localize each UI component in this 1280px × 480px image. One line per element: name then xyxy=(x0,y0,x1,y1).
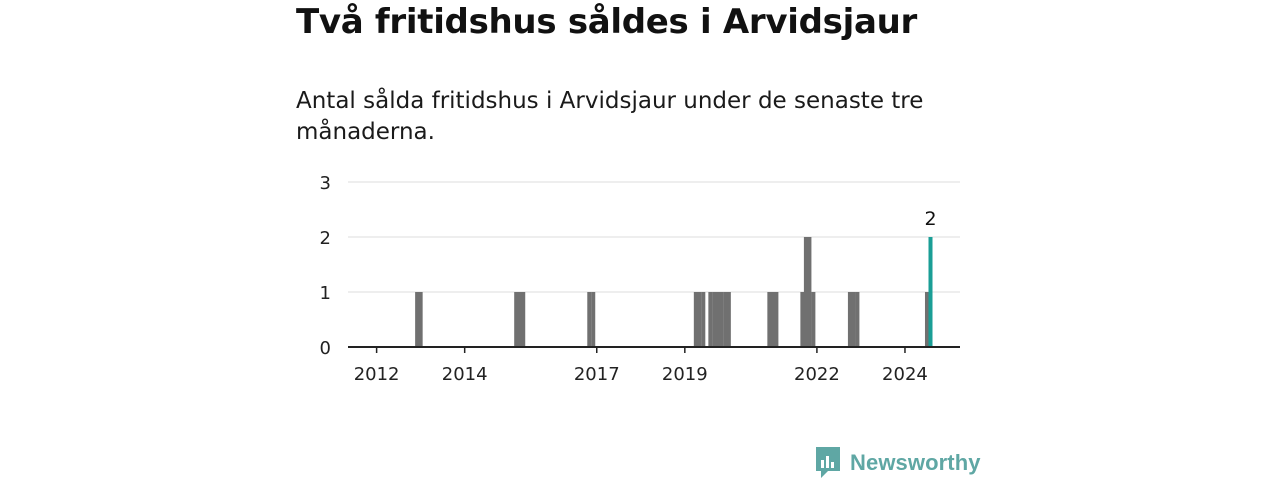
bar xyxy=(587,292,592,347)
bar xyxy=(726,292,731,347)
bar xyxy=(803,237,808,347)
bar xyxy=(715,292,720,347)
chart-subtitle: Antal sålda fritidshus i Arvidsjaur unde… xyxy=(296,88,924,145)
bar xyxy=(719,292,724,347)
logo-text: Newsworthy xyxy=(850,450,981,475)
newsworthy-logo: Newsworthy xyxy=(814,446,981,480)
x-tick-label: 2022 xyxy=(794,364,840,385)
bar xyxy=(774,292,779,347)
bar xyxy=(851,292,856,347)
newsworthy-logo-icon xyxy=(816,447,840,478)
bars: 2 xyxy=(415,208,937,347)
chart-title: Två fritidshus såldes i Arvidsjaur xyxy=(296,2,917,42)
bar xyxy=(770,292,775,347)
bar xyxy=(415,292,420,347)
bar xyxy=(847,292,852,347)
bar xyxy=(712,292,717,347)
y-tick-label: 1 xyxy=(320,283,331,304)
data-label: 2 xyxy=(924,208,936,230)
bar xyxy=(708,292,713,347)
bar xyxy=(807,237,812,347)
axes: 0 1 2 3 2012 2014 2017 2019 2022 2024 xyxy=(320,173,960,385)
x-tick-label: 2017 xyxy=(574,364,620,385)
bar-chart: 2 0 1 2 3 2012 2014 2017 2019 2022 2024 xyxy=(320,173,960,385)
bar xyxy=(697,292,702,347)
bar xyxy=(693,292,698,347)
bar xyxy=(924,292,929,347)
bar xyxy=(723,292,728,347)
bar xyxy=(517,292,522,347)
bar xyxy=(701,292,706,347)
bar xyxy=(521,292,526,347)
bar-highlight xyxy=(928,237,933,347)
x-tick-label: 2019 xyxy=(662,364,708,385)
bar xyxy=(767,292,772,347)
bar xyxy=(855,292,860,347)
x-tick-label: 2014 xyxy=(442,364,488,385)
x-tick-label: 2024 xyxy=(882,364,928,385)
y-tick-label: 0 xyxy=(320,338,331,359)
bar xyxy=(811,292,816,347)
x-tick-label: 2012 xyxy=(354,364,400,385)
bar xyxy=(591,292,596,347)
bar xyxy=(800,292,805,347)
bar xyxy=(514,292,519,347)
bar xyxy=(418,292,423,347)
y-tick-label: 3 xyxy=(320,173,331,194)
y-tick-label: 2 xyxy=(320,228,331,249)
gridlines xyxy=(348,181,960,293)
